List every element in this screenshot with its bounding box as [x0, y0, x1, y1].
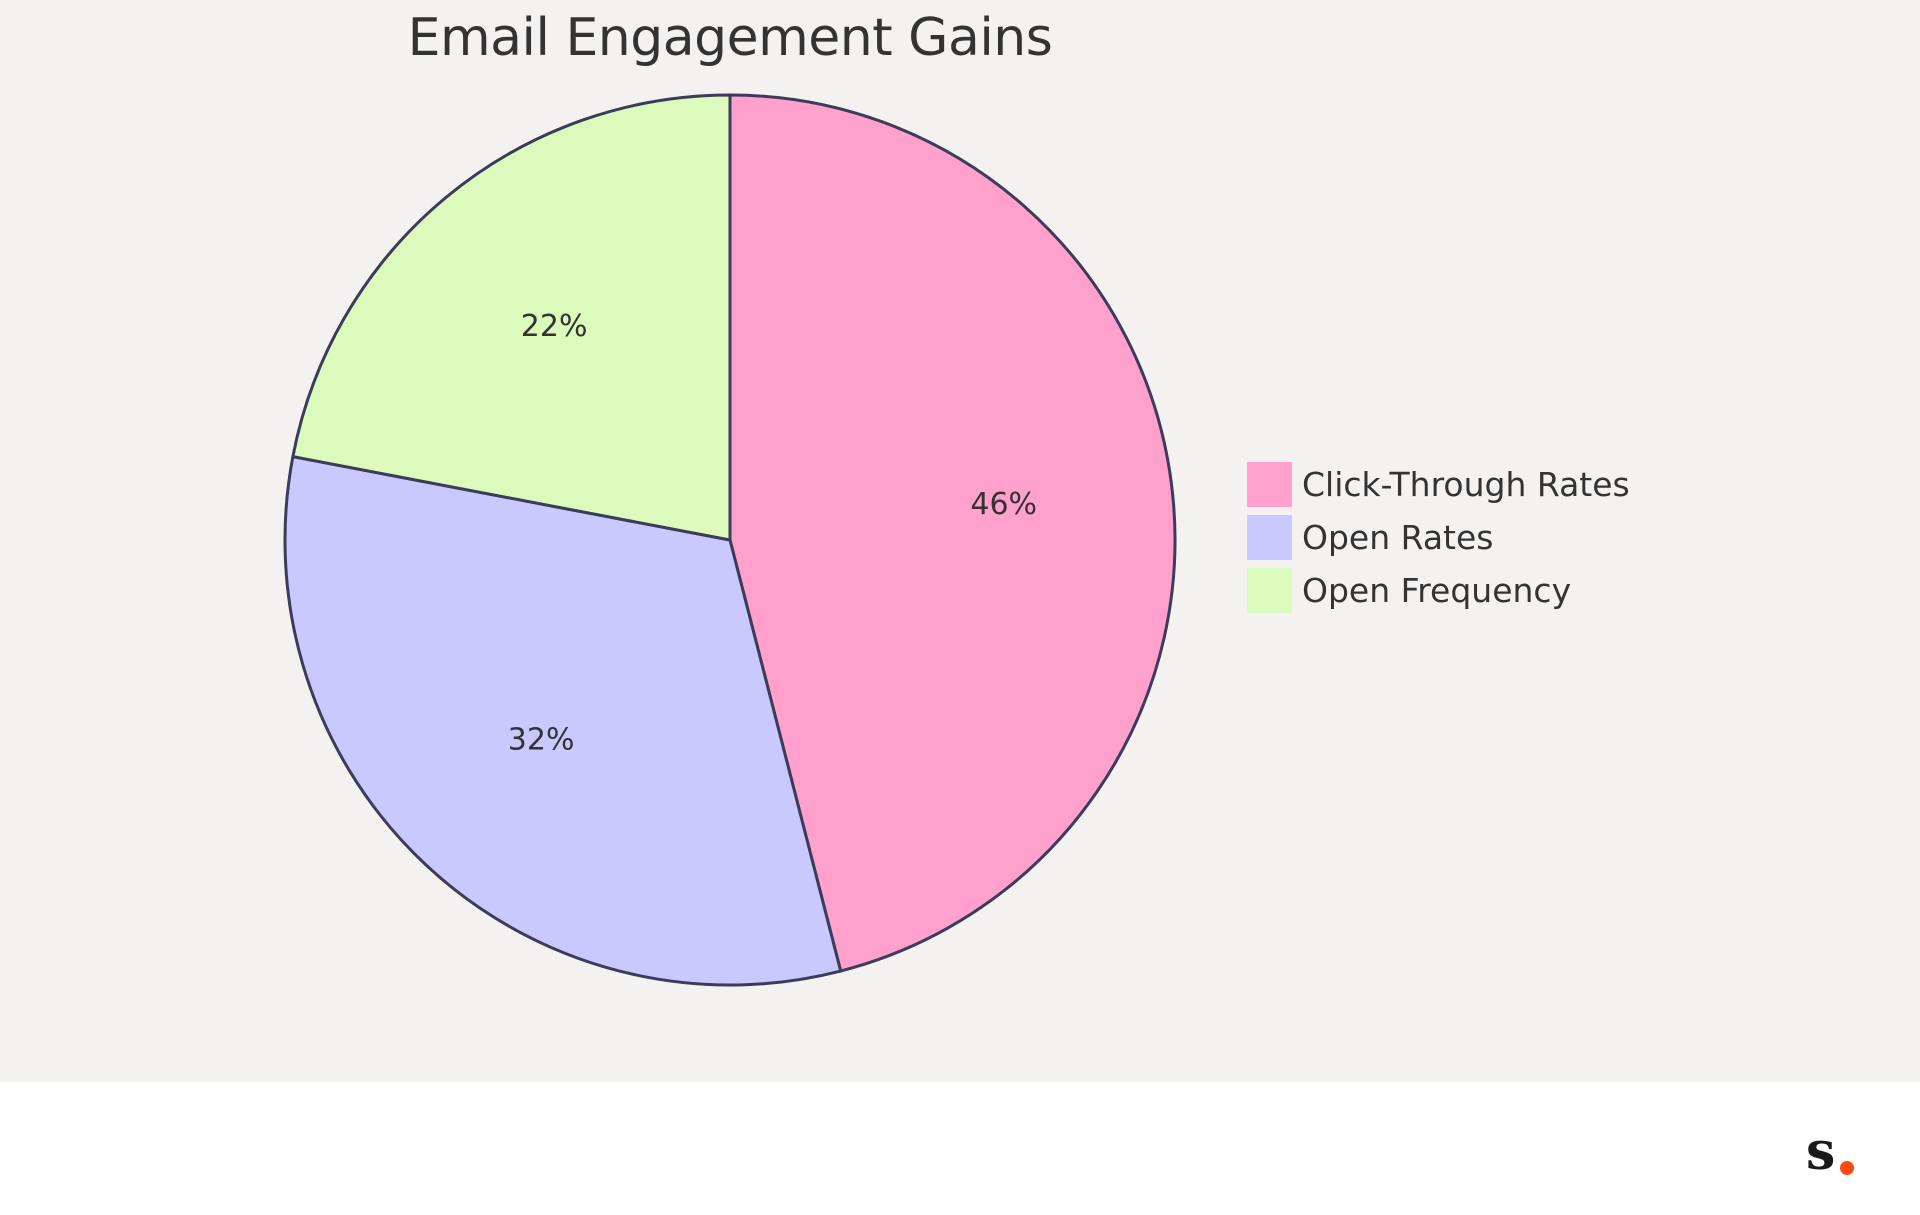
- pie-slice-click-through-rates: [728, 93, 1177, 973]
- svg-text:s: s: [1806, 1125, 1835, 1181]
- pie-slice-open-frequency: [291, 93, 732, 542]
- legend-label: Open Frequency: [1302, 571, 1572, 610]
- s-dot-logo-icon: s: [1806, 1125, 1854, 1181]
- legend-swatch: [1247, 462, 1292, 507]
- slice-percent-label: 32%: [508, 723, 575, 758]
- slice-percent-label: 46%: [970, 487, 1037, 522]
- legend-swatch: [1247, 568, 1292, 613]
- pie-slice-open-rates: [283, 454, 843, 987]
- chart-area: Email Engagement Gains 46% 32% 22% Click-T…: [0, 0, 1920, 1082]
- pie-labels: 46% 32% 22%: [508, 309, 1037, 758]
- legend: Click-Through Rates Open Rates Open Freq…: [1247, 458, 1630, 617]
- legend-item-open-rates: Open Rates: [1247, 511, 1630, 564]
- slice-percent-label: 22%: [521, 309, 588, 344]
- legend-label: Click-Through Rates: [1302, 465, 1630, 504]
- pie-slices: [283, 93, 1177, 987]
- legend-label: Open Rates: [1302, 518, 1494, 557]
- legend-item-click-through-rates: Click-Through Rates: [1247, 458, 1630, 511]
- footer: [0, 1082, 1920, 1215]
- chart-title: Email Engagement Gains: [407, 8, 1053, 68]
- pie-chart: 46% 32% 22%: [283, 93, 1177, 987]
- legend-item-open-frequency: Open Frequency: [1247, 564, 1630, 617]
- legend-swatch: [1247, 515, 1292, 560]
